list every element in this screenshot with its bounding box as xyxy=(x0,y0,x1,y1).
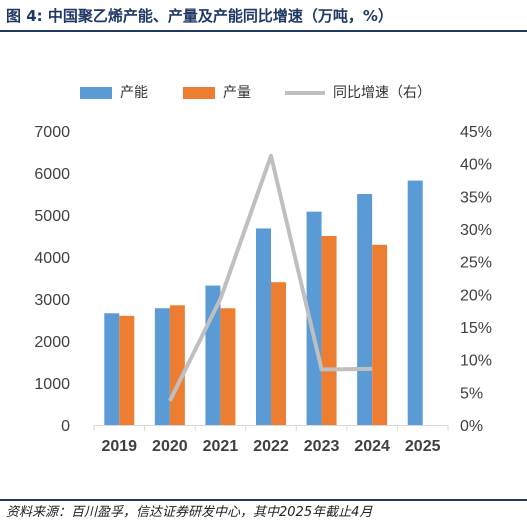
y-right-tick-label: 10% xyxy=(460,353,492,370)
legend-swatch-capacity xyxy=(80,87,112,99)
bottom-rule xyxy=(0,499,527,501)
legend-swatch-output xyxy=(183,87,215,99)
legend-label-growth: 同比增速（右） xyxy=(333,85,431,101)
y-left-tick-label: 7000 xyxy=(34,124,70,141)
legend-label-output: 产量 xyxy=(223,85,251,101)
legend-label-capacity: 产能 xyxy=(120,85,148,101)
x-category-label: 2022 xyxy=(253,438,289,455)
y-left-tick-label: 0 xyxy=(61,418,70,435)
legend-swatch-growth xyxy=(285,91,325,95)
source-note: 资料来源：百川盈孚，信达证券研发中心，其中2025年截止4月 xyxy=(6,505,373,520)
bar-capacity xyxy=(154,308,170,425)
y-right-tick-label: 5% xyxy=(460,385,483,402)
y-right-tick-label: 15% xyxy=(460,320,492,337)
y-left-tick-label: 4000 xyxy=(34,250,70,267)
x-category-label: 2024 xyxy=(354,438,390,455)
x-category-label: 2023 xyxy=(304,438,340,455)
y-right-tick-label: 30% xyxy=(460,222,492,239)
bar-output xyxy=(119,315,135,425)
title-rule xyxy=(0,30,527,32)
figure-title: 图 4: 中国聚乙烯产能、产量及产能同比增速（万吨，%） xyxy=(6,7,393,25)
y-right-tick-label: 0% xyxy=(460,418,483,435)
bar-capacity xyxy=(357,194,373,425)
y-left-tick-label: 5000 xyxy=(34,208,70,225)
bar-capacity xyxy=(306,211,322,425)
bar-output xyxy=(372,244,388,425)
y-right-tick-label: 35% xyxy=(460,189,492,206)
bar-output xyxy=(271,282,286,425)
x-category-label: 2020 xyxy=(152,438,188,455)
y-right-tick-label: 25% xyxy=(460,255,492,272)
chart-canvas: 0 1000 2000 3000 4000 5000 6000 7000 0% 5% 10% 15% 2… xyxy=(34,124,492,455)
y-right-tick-label: 45% xyxy=(460,124,492,141)
bar-output xyxy=(220,308,236,425)
bar-output xyxy=(169,305,185,425)
bar-capacity xyxy=(256,228,271,425)
y-right-tick-label: 20% xyxy=(460,287,492,304)
y-left-tick-label: 3000 xyxy=(34,292,70,309)
bar-output xyxy=(321,236,337,425)
bar-capacity xyxy=(104,313,120,425)
bar-capacity xyxy=(407,180,423,425)
x-category-label: 2019 xyxy=(101,438,137,455)
y-left-tick-label: 1000 xyxy=(34,376,70,393)
y-left-tick-label: 6000 xyxy=(34,166,70,183)
y-right-tick-label: 40% xyxy=(460,157,492,174)
x-category-label: 2021 xyxy=(203,438,239,455)
y-left-tick-label: 2000 xyxy=(34,334,70,351)
x-category-label: 2025 xyxy=(405,438,441,455)
